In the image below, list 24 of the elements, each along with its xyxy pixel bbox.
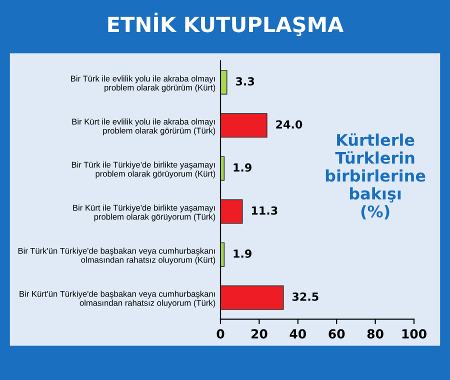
y-tick-label: Bir Kürt ile evlilik yolu ile akraba olmayı problem olarak görürüm (Türk) [72,118,216,136]
x-tick-label: 0 [216,329,224,339]
data-label: 3.3 [236,77,254,86]
data-label: 11.3 [252,206,278,215]
y-tick-label: Bir Türk ile evlilik yolu ile akraba olmayı problem olarak görürüm (Kürt) [71,75,216,92]
bar [220,113,268,138]
x-tick-label: 20 [251,329,268,339]
x-tick-label: 80 [367,329,384,339]
bar [220,199,243,224]
y-tick-label: Bir Kürt'ün Türkiye'de başbakan veya cumhurbaşkanı olmasından rahatsız oluyorum (Türk) [20,290,216,308]
y-tick-label: Bir Türk'ün Türkiye'de başbakan veya cumhurbaşkanı olmasından rahatsız oluyorum (Kürt) [18,248,216,264]
data-label: 1.9 [234,249,252,258]
data-label: 1.9 [234,163,252,172]
y-tick-label: Bir Kürt ile Türkiye'de birlikte yaşamayı problem olarak görüyorum (Türk) [73,204,216,222]
data-label: 32.5 [292,292,318,301]
x-tick-label: 40 [290,329,306,339]
data-label: 24.0 [276,120,302,129]
bar [220,70,228,95]
y-tick-label: Bir Türk ile Türkiye'de birlikte yaşamayı problem olarak görüyorum (Kürt) [72,162,216,178]
x-tick-label: 100 [402,329,426,339]
bar [220,285,284,310]
x-tick-label: 60 [328,329,345,339]
chart-title: ETNİK KUTUPLAŞMA [108,12,344,36]
annotation: Kürtlerle Türklerin birbirlerine bakışı (%) [326,133,426,220]
